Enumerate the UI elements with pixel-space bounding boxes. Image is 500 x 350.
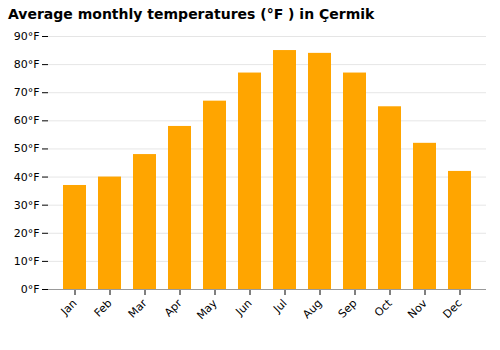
svg-text:80°F: 80°F <box>14 58 40 71</box>
svg-text:Jun: Jun <box>233 297 255 319</box>
svg-text:Aug: Aug <box>300 297 324 321</box>
svg-text:Oct: Oct <box>372 296 395 319</box>
svg-text:Nov: Nov <box>405 296 430 321</box>
svg-text:Apr: Apr <box>162 296 185 319</box>
svg-text:20°F: 20°F <box>14 227 40 240</box>
svg-text:Mar: Mar <box>126 296 150 320</box>
svg-text:Sep: Sep <box>336 297 360 321</box>
svg-text:50°F: 50°F <box>14 142 40 155</box>
svg-text:0°F: 0°F <box>21 283 40 296</box>
svg-text:30°F: 30°F <box>14 199 40 212</box>
html-text:Average monthly temperatures (: Average monthly temperatures (°F ) in Çe… <box>8 6 375 22</box>
svg-text:40°F: 40°F <box>14 171 40 184</box>
svg-text:May: May <box>194 296 220 322</box>
svg-text:90°F: 90°F <box>14 30 40 43</box>
svg-text:60°F: 60°F <box>14 114 40 127</box>
svg-text:70°F: 70°F <box>14 86 40 99</box>
svg-text:10°F: 10°F <box>14 255 40 268</box>
svg-text:Dec: Dec <box>440 297 464 321</box>
svg-text:Jul: Jul <box>270 297 289 316</box>
svg-text:Jan: Jan <box>58 297 80 319</box>
svg-text:Feb: Feb <box>92 297 115 320</box>
